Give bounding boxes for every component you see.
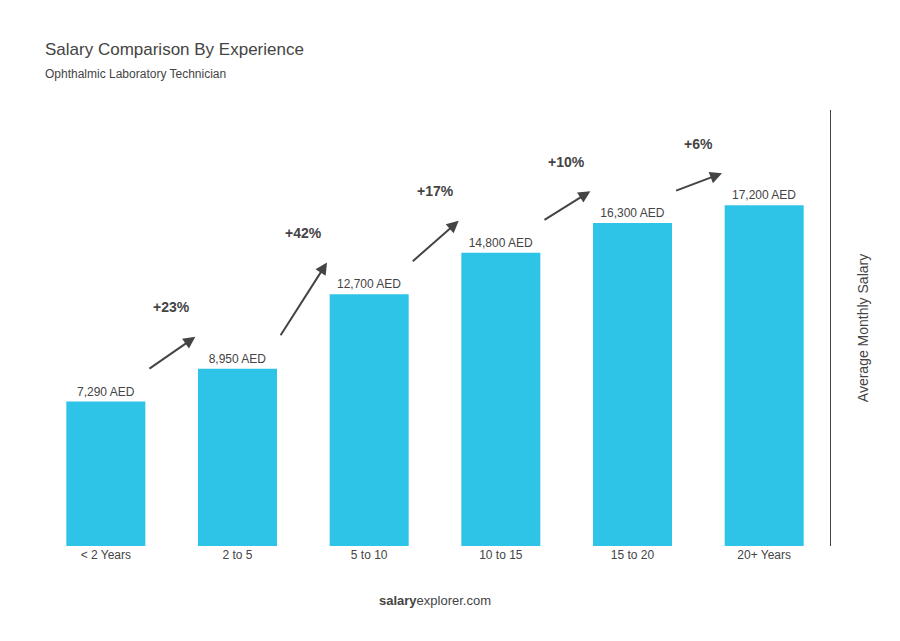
svg-text:+10%: +10% <box>548 154 585 170</box>
svg-text:+17%: +17% <box>417 183 454 199</box>
svg-text:12,700 AED: 12,700 AED <box>337 277 401 291</box>
svg-text:17,200 AED: 17,200 AED <box>732 188 796 202</box>
svg-text:5 to 10: 5 to 10 <box>351 548 388 562</box>
svg-text:salaryexplorer.com: salaryexplorer.com <box>379 593 491 608</box>
svg-text:7,290 AED: 7,290 AED <box>77 385 135 399</box>
svg-text:+23%: +23% <box>153 299 190 315</box>
svg-text:+6%: +6% <box>684 136 713 152</box>
svg-text:15 to 20: 15 to 20 <box>611 548 655 562</box>
svg-text:16,300 AED: 16,300 AED <box>600 206 664 220</box>
svg-text:2 to 5: 2 to 5 <box>222 548 252 562</box>
svg-text:< 2 Years: < 2 Years <box>81 548 131 562</box>
svg-text:8,950 AED: 8,950 AED <box>209 352 267 366</box>
svg-text:Ophthalmic Laboratory Technici: Ophthalmic Laboratory Technician <box>45 67 226 81</box>
svg-text:14,800 AED: 14,800 AED <box>469 236 533 250</box>
svg-text:10 to 15: 10 to 15 <box>479 548 523 562</box>
svg-text:Average Monthly Salary: Average Monthly Salary <box>855 254 871 402</box>
svg-text:Salary Comparison By Experienc: Salary Comparison By Experience <box>45 40 304 59</box>
svg-text:20+ Years: 20+ Years <box>737 548 791 562</box>
svg-text:+42%: +42% <box>285 225 322 241</box>
